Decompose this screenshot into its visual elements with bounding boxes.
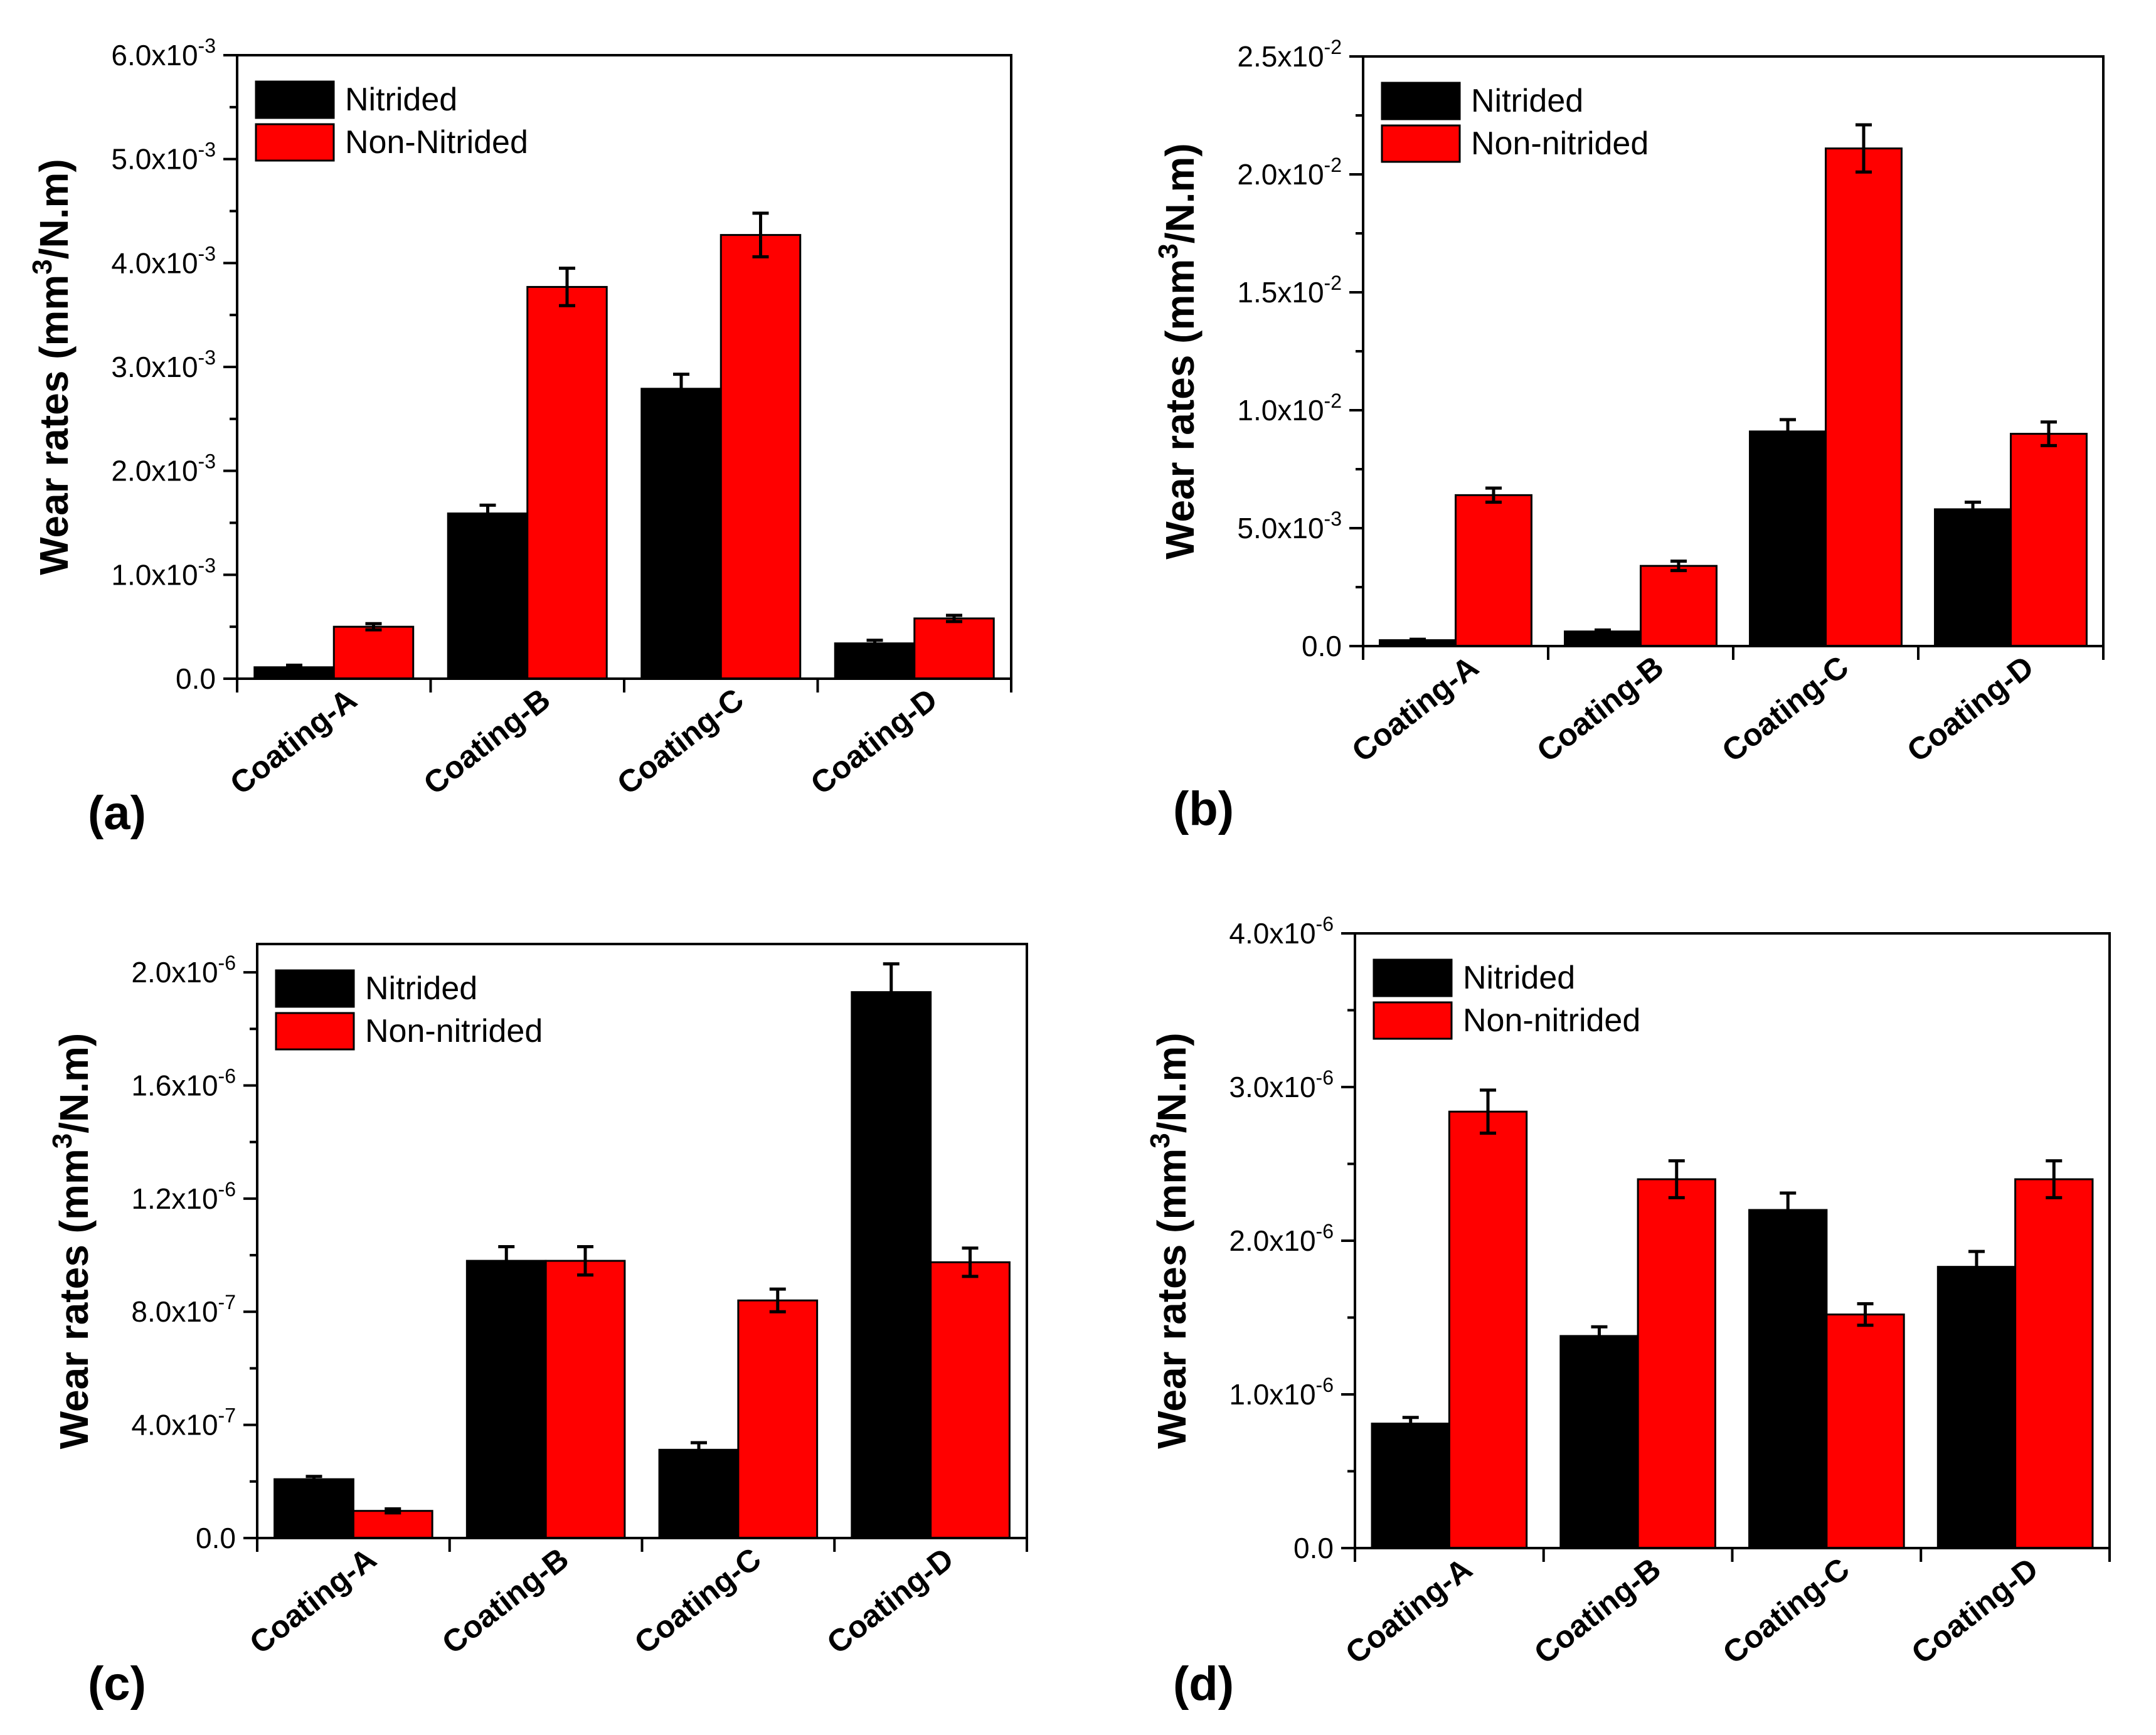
- y-tick-label-2-4: 1.6x10-6: [131, 1064, 236, 1101]
- y-tick-label-1-1: 5.0x10-3: [1237, 507, 1342, 544]
- legend-swatch-3-1: [1373, 1001, 1453, 1040]
- bar-0-1-1: [526, 285, 608, 680]
- bar-0-1-2: [720, 234, 802, 680]
- bar-0-1-3: [913, 617, 995, 680]
- bar-2-1-1: [544, 1260, 626, 1539]
- y-tick-label-0-1: 1.0x10-3: [111, 554, 216, 591]
- category-label-1-2: Coating-C: [1716, 649, 1856, 769]
- y-tick-label-1-2: 1.0x10-2: [1237, 390, 1342, 427]
- bar-2-1-3: [930, 1261, 1011, 1539]
- y-tick-label-2-2: 8.0x10-7: [131, 1291, 236, 1328]
- y-tick-label-3-0: 0.0: [1293, 1532, 1334, 1564]
- legend-label-1-0: Nitrided: [1471, 83, 1583, 119]
- bar-3-0-2: [1748, 1209, 1828, 1549]
- category-label-3-1: Coating-B: [1527, 1551, 1667, 1671]
- legend-label-2-0: Nitrided: [365, 970, 477, 1007]
- bar-1-1-3: [2010, 433, 2088, 647]
- y-tick-label-3-4: 4.0x10-6: [1229, 913, 1334, 950]
- panel-label-1: (b): [1173, 782, 1234, 836]
- bar-1-0-2: [1749, 430, 1827, 647]
- bar-2-0-1: [465, 1260, 547, 1539]
- y-axis-title-2: Wear rates (mm3/N.m): [47, 1033, 97, 1450]
- category-label-0-1: Coating-B: [417, 682, 557, 802]
- category-label-3-2: Coating-C: [1716, 1551, 1856, 1671]
- bar-1-1-0: [1455, 494, 1532, 647]
- y-axis-title-0: Wear rates (mm3/N.m): [27, 159, 77, 575]
- category-label-0-0: Coating-A: [223, 682, 363, 802]
- bar-3-0-3: [1936, 1266, 2017, 1549]
- y-axis-title-1: Wear rates (mm3/N.m): [1153, 143, 1203, 560]
- y-tick-label-1-0: 0.0: [1302, 630, 1342, 662]
- y-tick-label-1-5: 2.5x10-2: [1237, 36, 1342, 73]
- bar-3-1-1: [1637, 1178, 1716, 1549]
- category-label-3-3: Coating-D: [1905, 1551, 2045, 1671]
- legend-label-3-0: Nitrided: [1463, 960, 1575, 996]
- chart-panel-0: 0.0 1.0x10-3 2.0x10-3 3.0x10-3 4.0x10-3 5.0x1…: [27, 34, 1012, 840]
- legend-label-1-1: Non-nitrided: [1471, 125, 1649, 162]
- chart-panel-2: 0.0 4.0x10-7 8.0x10-7 1.2x10-6 1.6x10-6 2.0x1…: [47, 943, 1028, 1711]
- y-tick-label-2-3: 1.2x10-6: [131, 1178, 236, 1215]
- bar-2-0-3: [851, 991, 932, 1539]
- y-tick-label-1-4: 2.0x10-2: [1237, 154, 1342, 191]
- bar-3-1-2: [1825, 1313, 1905, 1549]
- y-tick-label-3-2: 2.0x10-6: [1229, 1220, 1334, 1257]
- legend-label-3-1: Non-nitrided: [1463, 1002, 1640, 1039]
- category-label-3-0: Coating-A: [1339, 1551, 1479, 1671]
- y-tick-label-0-5: 5.0x10-3: [111, 139, 216, 176]
- category-label-2-2: Coating-C: [628, 1541, 768, 1661]
- bar-3-0-0: [1371, 1423, 1450, 1549]
- bar-1-0-3: [1934, 508, 2012, 647]
- y-tick-label-3-1: 1.0x10-6: [1229, 1374, 1334, 1411]
- bar-3-0-1: [1559, 1335, 1639, 1549]
- bar-2-0-2: [658, 1448, 740, 1539]
- category-label-2-0: Coating-A: [243, 1541, 383, 1661]
- legend-swatch-2-1: [275, 1012, 355, 1051]
- category-label-0-3: Coating-D: [804, 682, 944, 802]
- legend-swatch-0-1: [255, 123, 335, 162]
- y-tick-label-0-4: 4.0x10-3: [111, 242, 216, 279]
- bar-3-1-3: [2014, 1178, 2094, 1549]
- bar-2-1-0: [352, 1510, 433, 1539]
- category-label-0-2: Coating-C: [610, 682, 750, 802]
- bar-2-1-2: [737, 1299, 819, 1539]
- y-tick-label-2-1: 4.0x10-7: [131, 1404, 236, 1441]
- bar-0-1-0: [332, 625, 415, 680]
- legend-label-0-0: Nitrided: [345, 82, 457, 118]
- chart-panel-3: 0.0 1.0x10-6 2.0x10-6 3.0x10-6 4.0x10-6 Coati…: [1145, 913, 2111, 1711]
- y-tick-label-2-0: 0.0: [196, 1522, 236, 1554]
- legend-swatch-1-0: [1381, 82, 1461, 120]
- chart-panel-1: 0.0 5.0x10-3 1.0x10-2 1.5x10-2 2.0x10-2 2.5x1…: [1153, 36, 2105, 836]
- bar-0-0-2: [640, 388, 722, 680]
- y-axis-title-3: Wear rates (mm3/N.m): [1145, 1032, 1194, 1449]
- y-tick-label-3-3: 3.0x10-6: [1229, 1066, 1334, 1103]
- bar-0-0-3: [834, 642, 916, 680]
- panel-label-0: (a): [88, 787, 146, 840]
- category-label-2-1: Coating-B: [435, 1541, 575, 1661]
- category-label-2-3: Coating-D: [820, 1541, 960, 1661]
- y-tick-label-1-3: 1.5x10-2: [1237, 272, 1342, 309]
- legend-swatch-3-0: [1373, 958, 1453, 997]
- category-label-1-0: Coating-A: [1346, 649, 1485, 769]
- bar-1-1-2: [1825, 147, 1903, 647]
- y-tick-label-0-3: 3.0x10-3: [111, 346, 216, 383]
- legend-swatch-0-0: [255, 80, 335, 119]
- legend-swatch-1-1: [1381, 124, 1461, 163]
- y-tick-label-0-6: 6.0x10-3: [111, 34, 216, 72]
- panel-label-2: (c): [88, 1657, 146, 1711]
- bar-1-1-1: [1640, 565, 1718, 647]
- y-tick-label-0-2: 2.0x10-3: [111, 450, 216, 487]
- bar-2-0-0: [273, 1478, 354, 1539]
- y-tick-label-2-5: 2.0x10-6: [131, 952, 236, 989]
- bar-3-1-0: [1448, 1110, 1528, 1549]
- panel-label-3: (d): [1173, 1657, 1234, 1711]
- legend-swatch-2-0: [275, 969, 355, 1008]
- y-tick-label-0-0: 0.0: [176, 662, 216, 695]
- category-label-1-1: Coating-B: [1531, 649, 1670, 769]
- category-label-1-3: Coating-D: [1901, 649, 2041, 769]
- legend-label-0-1: Non-Nitrided: [345, 124, 528, 161]
- legend-label-2-1: Non-nitrided: [365, 1013, 543, 1049]
- bar-0-0-1: [447, 512, 529, 680]
